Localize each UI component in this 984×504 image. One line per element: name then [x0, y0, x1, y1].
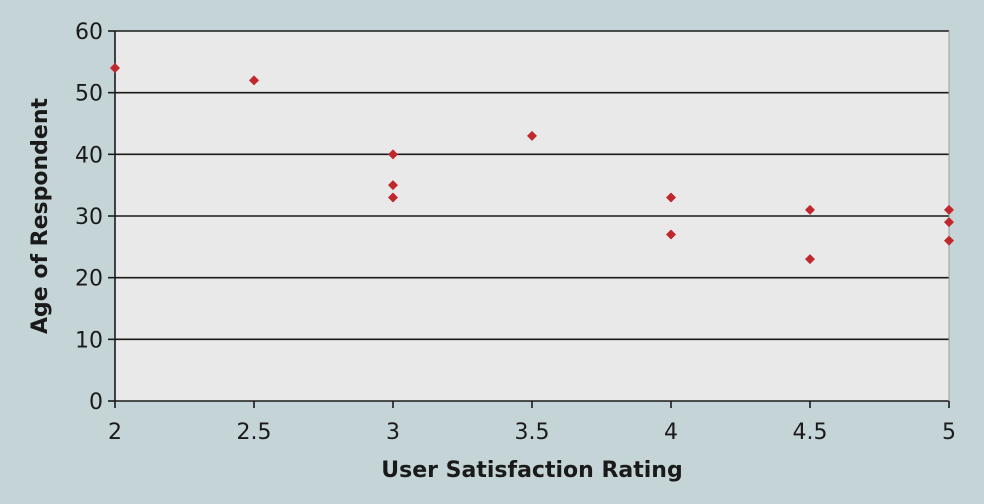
gridlines [115, 30, 949, 341]
data-point-0-12 [944, 235, 954, 246]
x-tick-label-6: 5 [942, 420, 956, 445]
data-point-0-7 [666, 229, 676, 240]
x-tick-label-0: 2 [108, 420, 122, 445]
y-axis-ticks: 0 10 20 30 40 50 60 [75, 20, 115, 415]
y-axis-title: Age of Respondent [28, 98, 53, 335]
x-axis-ticks: 2 2.5 3 3.5 4 4.5 5 [108, 401, 956, 445]
data-point-0-10 [944, 204, 954, 215]
y-tick-label-0: 0 [89, 390, 103, 415]
x-tick-label-4: 4 [664, 420, 678, 445]
x-tick-label-5: 4.5 [793, 420, 828, 445]
y-tick-label-2: 20 [75, 267, 103, 292]
x-tick-label-2: 3 [386, 420, 400, 445]
data-point-0-6 [666, 192, 676, 203]
y-tick-label-5: 50 [75, 82, 103, 107]
data-point-0-11 [944, 217, 954, 228]
data-point-0-0 [110, 63, 120, 73]
data-point-0-4 [388, 192, 398, 203]
x-tick-label-3: 3.5 [515, 420, 550, 445]
data-point-0-3 [388, 180, 398, 191]
data-point-0-2 [388, 149, 398, 160]
x-axis-title: User Satisfaction Rating [381, 458, 682, 483]
y-tick-label-6: 60 [75, 20, 103, 45]
data-point-0-5 [527, 130, 537, 141]
data-point-0-8 [805, 204, 815, 215]
data-points [110, 63, 954, 265]
y-tick-label-1: 10 [75, 328, 103, 353]
x-tick-label-1: 2.5 [237, 420, 272, 445]
y-tick-label-3: 30 [75, 205, 103, 230]
y-tick-label-4: 40 [75, 143, 103, 168]
data-point-0-9 [805, 254, 815, 265]
data-point-0-1 [249, 75, 259, 86]
